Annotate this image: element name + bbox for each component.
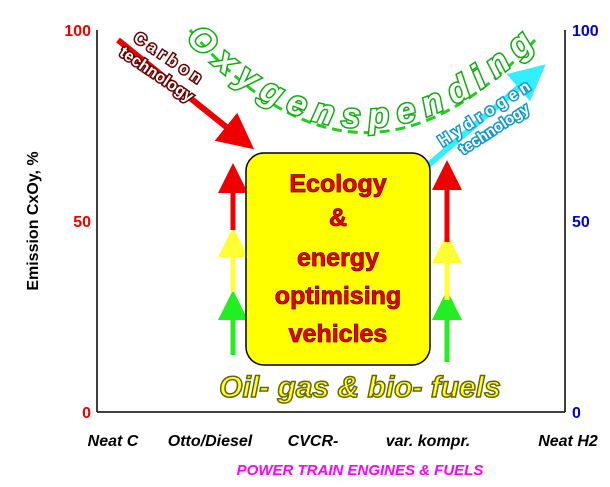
right-tick-label: 0	[572, 405, 581, 422]
box-text: Ecology & energy optimising vehicles	[274, 170, 401, 349]
categories: Neat C Otto/Diesel CVCR-var. kompr. Neat H2	[88, 433, 598, 450]
box-line: &	[329, 204, 347, 232]
box-line: optimising	[275, 282, 401, 310]
right-tick-label: 50	[572, 214, 590, 231]
box-line: Ecology	[289, 170, 386, 198]
ticks: 100 50 0 100 50 0	[64, 23, 599, 422]
y-axis-label: Emission CxOy, %	[25, 151, 42, 290]
left-tick-label: 100	[64, 23, 91, 40]
fuels-label: Oil- gas & bio- fuels	[219, 371, 501, 404]
category-label: Neat H2	[538, 433, 598, 450]
category-label: Otto/Diesel	[168, 433, 253, 450]
left-tick-label: 0	[82, 405, 91, 422]
hydrogen-arrow	[423, 64, 546, 171]
oxygen-arc	[188, 29, 537, 134]
carbon-arrow	[116, 37, 255, 150]
box	[245, 152, 431, 366]
category-label: var. kompr.	[386, 433, 471, 450]
box-line: vehicles	[289, 320, 388, 348]
box-line: energy	[297, 244, 379, 272]
left-tick-label: 50	[73, 214, 91, 231]
right-tick-label: 100	[572, 23, 599, 40]
category-label: CVCR-	[288, 433, 339, 450]
x-axis-title: POWER TRAIN ENGINES & FUELS	[237, 462, 484, 479]
category-label: Neat C	[88, 433, 139, 450]
